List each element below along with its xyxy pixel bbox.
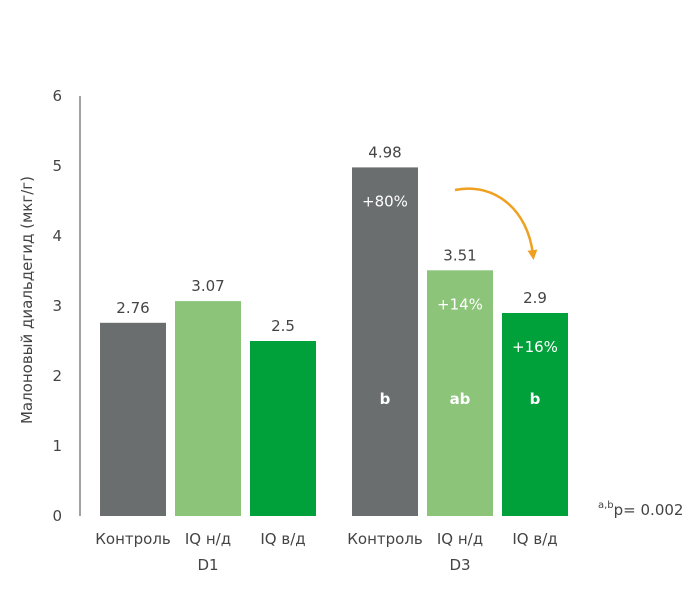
bar-value-label: 4.98: [368, 143, 401, 161]
significance-letter: b: [380, 390, 391, 408]
bar-value-label: 2.5: [271, 317, 295, 335]
decrease-arrow-icon: [454, 187, 538, 260]
y-tick-label: 5: [52, 157, 62, 175]
y-axis-title: Малоновый диальдегид (мкг/г): [18, 176, 36, 424]
y-tick-label: 3: [52, 297, 62, 315]
y-axis: 0 1 2 3 4 5 6: [52, 87, 81, 525]
bar: [100, 322, 166, 516]
x-axis: Контроль IQ н/д IQ в/д D1 Контроль IQ н/д IQ в…: [95, 530, 557, 574]
group-label: D3: [449, 556, 470, 574]
bar: [352, 167, 418, 516]
y-tick-label: 4: [52, 227, 62, 245]
x-tick-label: IQ в/д: [260, 530, 305, 548]
bar-value-label: 3.07: [191, 277, 224, 295]
bar-value-label: 2.76: [116, 299, 149, 317]
bars: 2.76 3.07 2.5 4.98 +80% b 3.51 +14% ab 2.9 +16% b: [100, 143, 568, 516]
p-value-superscript: a,b: [598, 500, 614, 511]
group-label: D1: [197, 556, 218, 574]
y-tick-label: 0: [52, 507, 62, 525]
y-tick-label: 6: [52, 87, 62, 105]
significance-letter: ab: [450, 390, 471, 408]
bar-value-label: 2.9: [523, 289, 547, 307]
x-tick-label: IQ н/д: [185, 530, 231, 548]
percent-change-label: +14%: [437, 295, 483, 313]
x-tick-label: IQ в/д: [512, 530, 557, 548]
bar-value-label: 3.51: [443, 246, 476, 264]
bar: [175, 301, 241, 516]
x-tick-label: Контроль: [347, 530, 423, 548]
x-tick-label: Контроль: [95, 530, 171, 548]
x-tick-label: IQ н/д: [437, 530, 483, 548]
y-tick-label: 1: [52, 437, 62, 455]
bar: [427, 270, 493, 516]
p-value-text: p= 0.002: [614, 501, 684, 519]
p-value-note: a,bp= 0.002: [598, 500, 683, 519]
percent-change-label: +80%: [362, 192, 408, 210]
bar: [502, 313, 568, 516]
bar: [250, 341, 316, 516]
significance-letter: b: [530, 390, 541, 408]
y-tick-label: 2: [52, 367, 62, 385]
percent-change-label: +16%: [512, 338, 558, 356]
